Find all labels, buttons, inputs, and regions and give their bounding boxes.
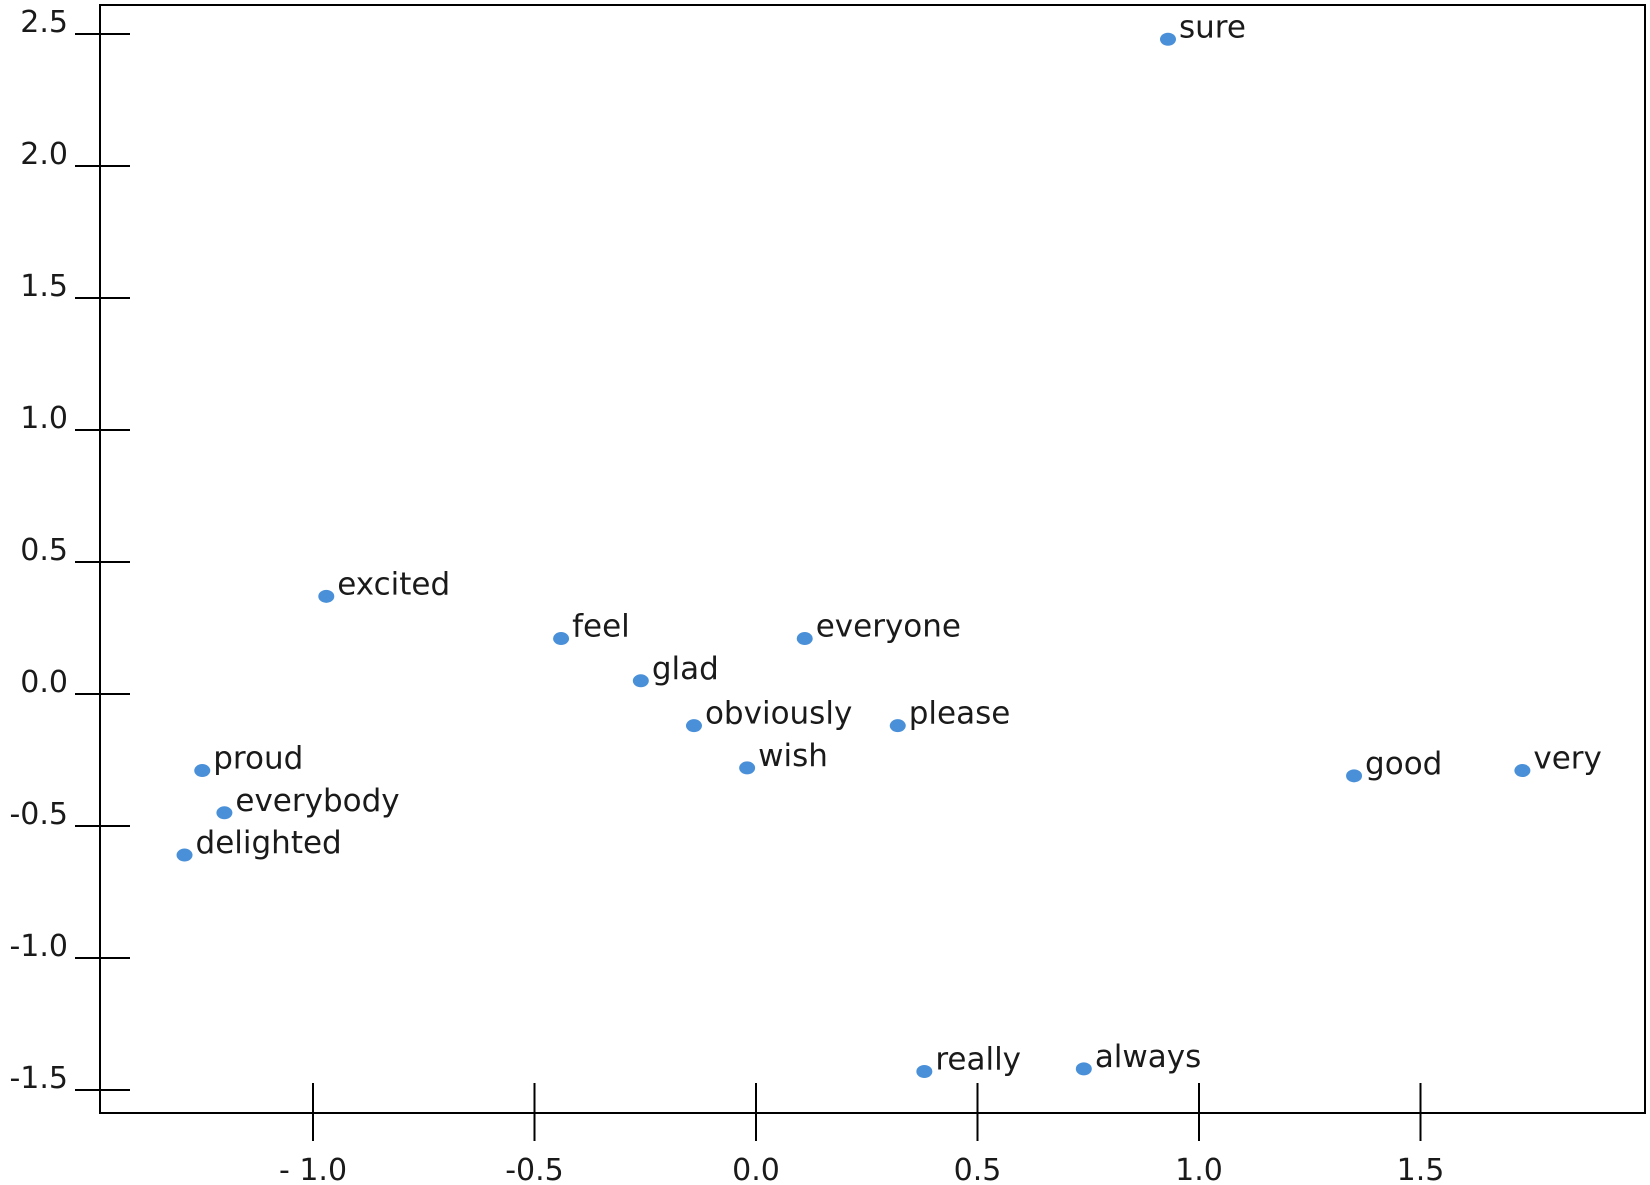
y-tick-label: 2.5 <box>20 5 68 40</box>
x-tick-label: 0.0 <box>732 1153 780 1185</box>
point-label: please <box>909 696 1011 732</box>
data-point <box>553 632 570 646</box>
point-label: proud <box>213 741 303 777</box>
x-tick-label: 1.5 <box>1397 1153 1445 1185</box>
y-tick-label: 0.0 <box>20 665 68 700</box>
point-label: everyone <box>816 609 961 645</box>
axis-ticks: 2.5 2.0 1.5 1.0 0.5 0.0 -0.5 -1.0 -1.5 - 1.0 -0.5 0… <box>9 5 1444 1185</box>
data-point <box>176 848 193 862</box>
point-label: everybody <box>235 783 399 819</box>
y-tick-label: -1.0 <box>9 929 68 964</box>
data-point <box>216 806 233 820</box>
data-point <box>685 719 702 733</box>
point-label: obviously <box>705 696 852 732</box>
point-label: sure <box>1179 9 1246 45</box>
data-point <box>916 1065 933 1079</box>
data-point <box>1159 32 1176 46</box>
point-label: really <box>935 1042 1021 1078</box>
y-tick-label: -1.5 <box>9 1061 68 1096</box>
x-tick-label: - 1.0 <box>279 1153 347 1185</box>
data-point <box>889 719 906 733</box>
point-label: glad <box>652 651 719 687</box>
data-point <box>318 589 335 603</box>
point-label: always <box>1095 1039 1201 1075</box>
data-point <box>1514 764 1531 778</box>
data-point <box>796 632 813 646</box>
y-tick-label: 0.5 <box>20 533 68 568</box>
y-tick-label: 2.0 <box>20 137 68 172</box>
point-label: excited <box>337 566 450 602</box>
y-tick-label: 1.0 <box>20 401 68 436</box>
y-tick-label: 1.5 <box>20 269 68 304</box>
point-label: delighted <box>196 825 342 861</box>
data-point <box>194 764 211 778</box>
point-label: good <box>1365 746 1442 782</box>
data-point <box>1075 1062 1092 1076</box>
x-tick-label: 0.5 <box>954 1153 1002 1185</box>
x-tick-label: 1.0 <box>1175 1153 1223 1185</box>
x-tick-label: -0.5 <box>505 1153 564 1185</box>
point-label: very <box>1533 741 1602 777</box>
point-label: wish <box>758 738 828 774</box>
data-points: sure excited feel everyone glad obviously plea… <box>176 9 1602 1079</box>
point-label: feel <box>572 609 630 645</box>
data-point <box>632 674 649 688</box>
data-point <box>1346 769 1363 783</box>
data-point <box>739 761 756 775</box>
plot-frame <box>99 4 1646 1114</box>
y-tick-label: -0.5 <box>9 797 68 832</box>
